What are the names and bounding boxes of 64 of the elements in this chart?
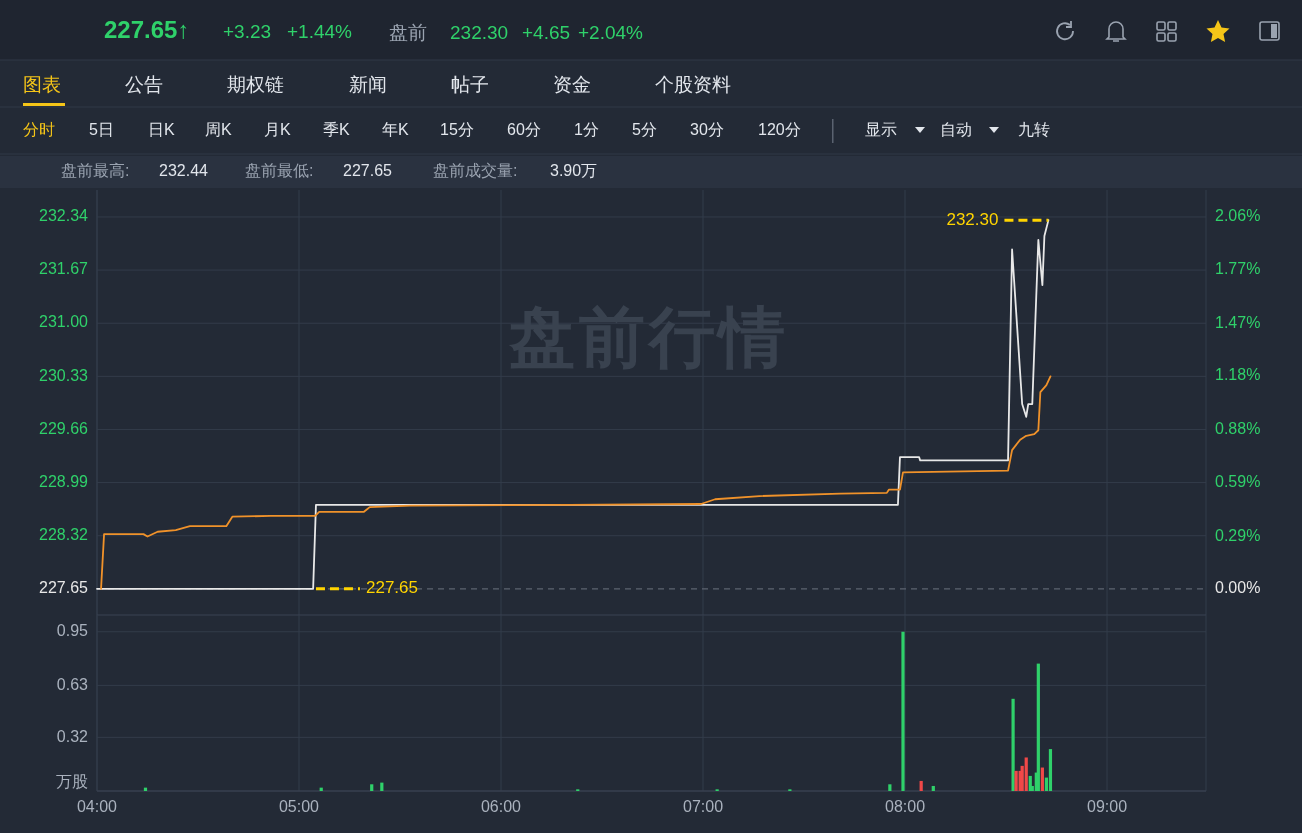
y-tick-label: 229.66	[39, 419, 89, 437]
x-tick-label: 08:00	[884, 798, 926, 816]
text: 5分	[632, 121, 657, 139]
text: +3.23	[223, 21, 272, 43]
y-tick-label: 227.65	[39, 579, 89, 597]
text: 资金	[553, 74, 591, 96]
text: 227.65	[343, 162, 393, 180]
text: 5日	[89, 121, 114, 139]
y2-tick-label: 1.77%	[1215, 259, 1261, 277]
y-tick-label: 0.63	[56, 675, 89, 693]
text: +4.65	[522, 22, 571, 44]
text: 期权链	[227, 74, 284, 96]
text: 盘前最低:	[245, 162, 314, 180]
annotation: 232.30	[946, 209, 999, 229]
text: 九转	[1018, 121, 1050, 139]
text: 图表	[23, 74, 61, 96]
y2-tick-label: 0.29%	[1215, 526, 1261, 544]
text: 帖子	[451, 74, 489, 96]
text: 月K	[264, 121, 291, 139]
y-tick-label: 231.00	[39, 313, 89, 331]
y2-tick-label: 2.06%	[1215, 207, 1261, 225]
text: 15分	[440, 121, 474, 139]
text: 公告	[125, 74, 163, 96]
x-tick-label: 04:00	[76, 798, 118, 816]
text: 自动	[940, 121, 972, 139]
text: 1分	[574, 121, 599, 139]
text: 季K	[323, 121, 350, 139]
text: 232.44	[159, 162, 209, 180]
y-tick-label: 228.32	[39, 525, 89, 543]
text: 个股资料	[655, 74, 731, 96]
text: 盘前成交量:	[433, 162, 518, 180]
y-tick-label: 230.33	[39, 366, 89, 384]
text: 分时	[23, 121, 55, 139]
y-tick-label: 0.32	[56, 727, 89, 745]
text: 30分	[690, 121, 724, 139]
y-tick-label: 万股	[56, 773, 88, 791]
text: 新闻	[349, 74, 387, 96]
text: +1.44%	[287, 21, 353, 43]
x-tick-label: 05:00	[278, 798, 320, 816]
y2-tick-label: 1.47%	[1215, 313, 1261, 331]
y-tick-label: 231.67	[39, 260, 89, 278]
text: 60分	[507, 121, 541, 139]
x-tick-label: 09:00	[1086, 798, 1128, 816]
y2-tick-label: 0.00%	[1215, 579, 1261, 597]
text: 日K	[148, 121, 175, 139]
y-tick-label: 0.95	[56, 621, 89, 639]
text: 显示	[865, 121, 897, 139]
text: 227.65↑	[104, 16, 190, 44]
text: 盘前最高:	[61, 162, 130, 180]
y2-tick-label: 1.18%	[1215, 366, 1261, 384]
y2-tick-label: 0.88%	[1215, 420, 1261, 438]
y2-tick-label: 0.59%	[1215, 472, 1261, 490]
x-tick-label: 07:00	[682, 798, 724, 816]
y-tick-label: 228.99	[39, 472, 89, 490]
text: 盘前	[389, 22, 427, 44]
text: 120分	[758, 121, 801, 139]
y-tick-label: 232.34	[39, 207, 89, 225]
text: 232.30	[450, 22, 509, 44]
text: 周K	[205, 121, 232, 139]
text: +2.04%	[578, 22, 644, 44]
text: 年K	[382, 121, 409, 139]
annotation: 227.65	[365, 578, 418, 598]
x-tick-label: 06:00	[480, 798, 522, 816]
text: 3.90万	[550, 162, 598, 180]
